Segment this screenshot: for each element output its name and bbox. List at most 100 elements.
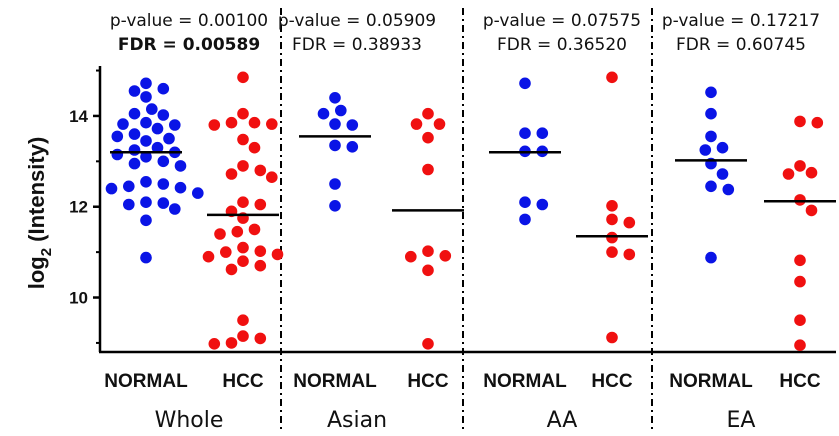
data-point xyxy=(151,141,164,154)
data-point xyxy=(123,198,135,211)
y-axis-label-rest: (Intensity) xyxy=(24,137,49,248)
data-point xyxy=(220,246,232,258)
data-point xyxy=(266,171,278,183)
data-point xyxy=(237,330,249,342)
category-label: HCC xyxy=(407,371,448,392)
category-label: NORMAL xyxy=(483,371,567,392)
data-point xyxy=(606,71,618,84)
data-point xyxy=(237,241,249,254)
data-point xyxy=(410,118,423,130)
data-point xyxy=(140,214,152,227)
data-point xyxy=(248,116,261,129)
group-fdr: FDR = 0.60745 xyxy=(676,35,806,55)
group-label: AA xyxy=(547,408,578,433)
category-label: NORMAL xyxy=(104,371,188,392)
data-point xyxy=(705,251,717,264)
data-point xyxy=(317,107,330,120)
data-point xyxy=(433,118,446,130)
data-point xyxy=(140,151,152,163)
data-point xyxy=(536,198,549,211)
data-point xyxy=(123,180,135,193)
data-point xyxy=(111,130,124,143)
data-point xyxy=(237,196,249,208)
data-point xyxy=(699,144,712,156)
data-point xyxy=(208,119,221,131)
group-label: Asian xyxy=(327,408,387,433)
data-point xyxy=(606,331,618,344)
y-tick-label: 12 xyxy=(69,198,88,217)
data-point xyxy=(705,107,717,120)
data-point xyxy=(794,115,806,128)
data-point xyxy=(782,168,795,180)
data-point xyxy=(231,225,244,238)
data-point xyxy=(254,164,267,177)
data-point xyxy=(346,141,359,153)
data-point xyxy=(405,250,417,263)
data-point xyxy=(140,77,152,90)
data-point xyxy=(794,314,806,327)
data-point xyxy=(266,118,278,130)
data-point xyxy=(536,127,549,139)
data-point xyxy=(140,176,152,188)
data-point xyxy=(254,332,267,345)
data-point xyxy=(519,77,531,90)
y-axis-label: log2 (Intensity) xyxy=(24,137,55,290)
data-point xyxy=(128,144,141,156)
y-tick-label: 10 xyxy=(69,289,88,308)
data-point xyxy=(606,213,618,226)
data-point xyxy=(117,118,129,130)
data-point xyxy=(128,128,141,140)
axes xyxy=(93,8,836,432)
data-point xyxy=(811,116,824,129)
data-point xyxy=(716,168,729,180)
data-point xyxy=(237,133,249,146)
data-point xyxy=(519,127,531,139)
data-point xyxy=(805,166,818,179)
category-label: HCC xyxy=(591,371,632,392)
category-label: HCC xyxy=(779,371,820,392)
data-point xyxy=(225,337,238,349)
data-point xyxy=(202,250,215,263)
data-point xyxy=(805,204,818,217)
data-point xyxy=(248,223,261,236)
data-point xyxy=(225,116,238,129)
group-pvalue: p-value = 0.07575 xyxy=(483,11,641,31)
group-pvalue: p-value = 0.17217 xyxy=(662,11,820,31)
data-point xyxy=(146,103,158,115)
data-point xyxy=(225,168,238,180)
data-point xyxy=(174,181,187,194)
data-point xyxy=(254,198,267,211)
group-label: EA xyxy=(727,408,756,433)
data-point xyxy=(157,197,170,209)
data-point xyxy=(237,314,249,327)
data-point xyxy=(439,250,452,262)
data-point xyxy=(606,200,618,212)
data-point xyxy=(169,119,181,131)
data-point xyxy=(794,194,806,206)
data-point xyxy=(105,182,118,195)
data-point xyxy=(237,255,249,267)
data-point xyxy=(422,131,434,144)
group-fdr: FDR = 0.38933 xyxy=(292,35,422,55)
data-point xyxy=(722,183,735,196)
data-point xyxy=(237,160,249,172)
data-point xyxy=(225,263,238,276)
category-label: NORMAL xyxy=(669,371,753,392)
text-labels: 10 12 14 log2 (Intensity) p-value = 0.00100 F… xyxy=(24,11,821,433)
data-point xyxy=(794,254,806,267)
data-point xyxy=(329,178,341,190)
data-point xyxy=(794,275,806,288)
data-point xyxy=(128,157,141,170)
category-label: HCC xyxy=(222,371,263,392)
y-tick-label: 14 xyxy=(69,107,88,126)
data-point xyxy=(208,338,221,350)
data-point xyxy=(151,122,164,135)
data-point xyxy=(174,160,187,172)
data-point xyxy=(422,264,434,277)
data-point xyxy=(606,231,618,244)
data-point xyxy=(329,200,341,212)
data-point xyxy=(623,216,636,229)
data-point xyxy=(157,82,170,95)
group-pvalue: p-value = 0.05909 xyxy=(278,11,436,31)
data-point xyxy=(606,246,618,258)
